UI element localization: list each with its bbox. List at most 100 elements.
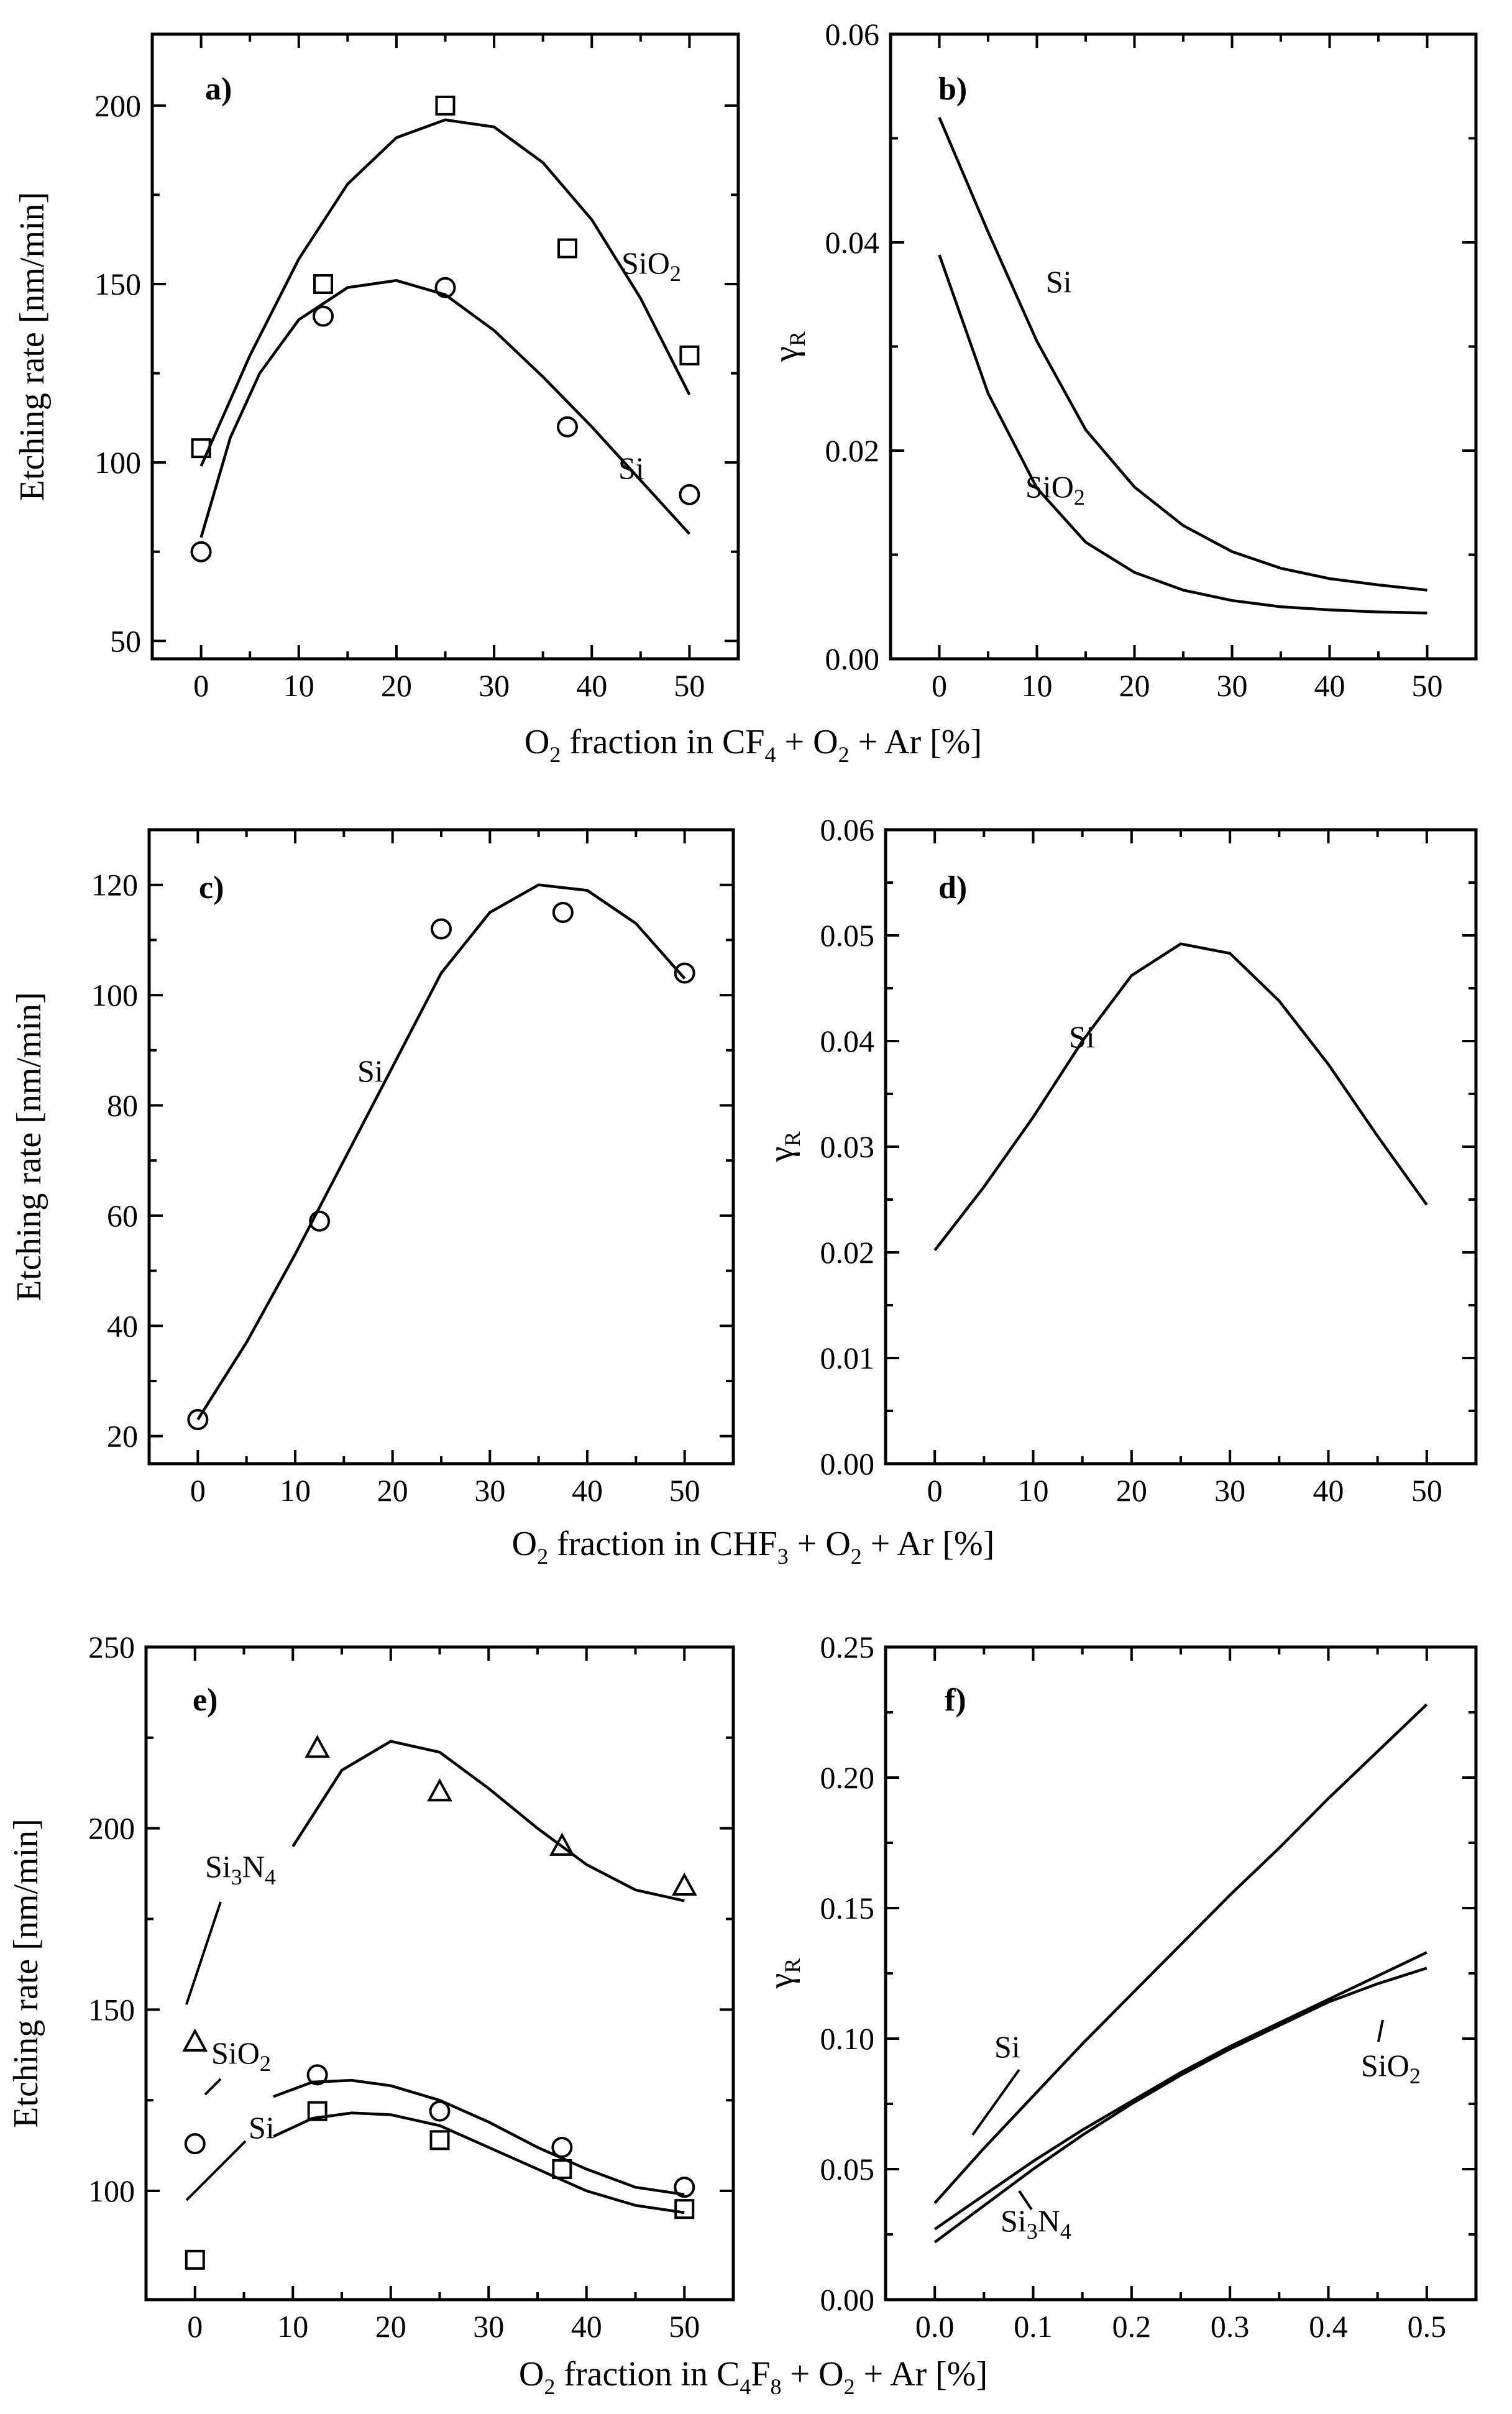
- fit-curve-Si3N4: [933, 1967, 1427, 2244]
- data-point-Si: [431, 918, 452, 940]
- panel-label-e: e): [193, 1682, 218, 1718]
- y-tick-label-d: 0.06: [820, 812, 875, 847]
- y-axis-label-d: γR: [762, 1132, 805, 1163]
- fit-curve-SiO2: [938, 254, 1427, 615]
- x-tick-label-a: 10: [283, 668, 314, 703]
- data-point-Si: [434, 277, 456, 298]
- data-point-SiO2: [429, 2100, 451, 2122]
- data-point-Si: [313, 305, 334, 327]
- x-tick-label-c: 0: [190, 1473, 206, 1508]
- x-tick-label-a: 30: [479, 668, 510, 703]
- y-axis-label-a: Etching rate [nm/min]: [13, 192, 52, 502]
- x-tick-label-b: 30: [1217, 668, 1248, 703]
- fit-curve-Si: [272, 2111, 685, 2214]
- x-tick-label-d: 40: [1313, 1473, 1344, 1508]
- data-point-Si: [185, 2249, 205, 2270]
- panel-label-c: c): [199, 870, 224, 906]
- y-axis-label-e: Etching rate [nm/min]: [7, 1819, 45, 2128]
- series-label-Si: Si: [618, 451, 644, 485]
- y-tick-label-c: 80: [107, 1088, 138, 1122]
- series-label-SiO2: SiO2: [211, 2035, 271, 2076]
- data-point-SiO2: [557, 238, 577, 259]
- x-tick-label-c: 50: [669, 1473, 700, 1508]
- data-point-SiO2: [551, 2137, 573, 2158]
- x-tick-label-a: 20: [381, 668, 412, 703]
- y-tick-label-e: 250: [88, 1630, 135, 1664]
- series-label-SiO2: SiO2: [1025, 469, 1085, 510]
- x-tick-label-e: 0: [187, 2309, 203, 2344]
- x-tick-label-b: 20: [1119, 668, 1150, 703]
- label-leader-line: [971, 2068, 1020, 2136]
- x-tick-label-e: 40: [571, 2309, 602, 2344]
- data-point-Si3N4: [671, 1872, 697, 1896]
- fit-curve-Si: [933, 942, 1428, 1251]
- series-label-SiO2: SiO2: [621, 246, 681, 286]
- fit-curve-Si: [199, 279, 691, 538]
- series-label-SiO2: SiO2: [1361, 2048, 1421, 2088]
- plot-frame-c: [147, 828, 735, 1466]
- x-tick-label-b: 0: [932, 668, 947, 703]
- y-tick-label-d: 0.02: [820, 1235, 875, 1270]
- x-tick-label-b: 40: [1314, 668, 1345, 703]
- data-point-Si: [674, 2199, 695, 2219]
- series-label-Si: Si: [249, 2110, 275, 2145]
- y-tick-label-d: 0.01: [820, 1341, 875, 1375]
- y-tick-label-b: 0.06: [825, 17, 880, 52]
- data-point-SiO2: [674, 2177, 695, 2198]
- x-tick-label-f: 0.1: [1014, 2309, 1053, 2344]
- data-point-Si3N4: [549, 1832, 575, 1856]
- fit-curve-Si3N4: [291, 1740, 685, 1902]
- panel-e: 0 10 20 30 40 50 100 150 200 250 Etching rate [nm/…: [7, 1630, 735, 2344]
- x-tick-label-e: 20: [375, 2309, 406, 2344]
- fit-curve-SiO2: [933, 1951, 1427, 2231]
- x-tick-label-f: 0.5: [1408, 2309, 1447, 2344]
- panel-label-f: f): [945, 1682, 966, 1718]
- x-tick-label-a: 0: [193, 668, 209, 703]
- fit-curve-SiO2: [199, 118, 691, 467]
- y-tick-label-a: 200: [94, 88, 141, 123]
- data-point-Si: [187, 1409, 209, 1431]
- data-point-Si: [307, 2101, 328, 2121]
- panel-label-b: b): [938, 71, 967, 107]
- label-leader-line: [185, 2140, 247, 2201]
- fit-curve-Si: [196, 883, 686, 1421]
- y-tick-label-f: 0.20: [820, 1760, 875, 1795]
- fit-curve-Si: [938, 117, 1427, 592]
- data-point-Si: [429, 2130, 450, 2150]
- y-tick-label-d: 0.05: [820, 918, 875, 953]
- x-tick-label-a: 50: [674, 668, 705, 703]
- data-point-Si: [674, 962, 695, 984]
- data-point-Si: [552, 902, 574, 924]
- series-label-Si3N4: Si3N4: [1001, 2203, 1071, 2244]
- data-point-Si: [552, 2159, 572, 2179]
- xlabel-top: O2 fraction in CF4 + O2 + Ar [%]: [525, 723, 982, 767]
- x-tick-label-e: 30: [473, 2309, 504, 2344]
- y-tick-label-c: 20: [107, 1419, 138, 1454]
- fit-curve-SiO2: [273, 2078, 685, 2196]
- y-tick-label-d: 0.04: [820, 1024, 875, 1058]
- data-point-Si3N4: [305, 1735, 331, 1758]
- data-point-Si3N4: [182, 2028, 208, 2052]
- y-tick-label-f: 0.10: [820, 2021, 875, 2056]
- label-leader-line: [204, 2078, 222, 2096]
- y-tick-label-f: 0.00: [820, 2282, 875, 2317]
- y-tick-label-c: 100: [91, 978, 138, 1012]
- y-tick-label-d: 0.03: [820, 1129, 875, 1164]
- plot-frame-a: [150, 32, 740, 661]
- data-point-SiO2: [306, 2064, 328, 2086]
- y-tick-label-b: 0.02: [825, 433, 880, 468]
- y-tick-label-b: 0.00: [825, 641, 880, 676]
- x-tick-label-d: 10: [1018, 1473, 1049, 1508]
- panel-a: 0 10 20 30 40 50 50 100 150 200 Etching rate [nm/m…: [13, 32, 740, 703]
- x-tick-label-f: 0.4: [1309, 2309, 1348, 2344]
- x-tick-label-f: 0.3: [1211, 2309, 1250, 2344]
- series-label-Si: Si: [1069, 1019, 1095, 1054]
- y-tick-label-e: 150: [88, 1992, 135, 2027]
- x-tick-label-b: 50: [1412, 668, 1443, 703]
- series-label-Si: Si: [994, 2029, 1020, 2064]
- y-axis-label-c: Etching rate [nm/min]: [10, 992, 48, 1301]
- y-tick-label-f: 0.25: [820, 1630, 875, 1664]
- y-tick-label-b: 0.04: [825, 225, 880, 260]
- panel-label-a: a): [205, 71, 232, 107]
